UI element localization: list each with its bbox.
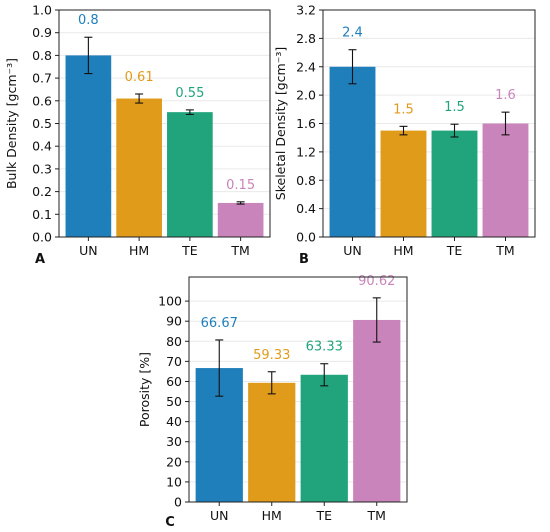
y-tick-label: 1.6 <box>296 116 316 131</box>
y-tick-label: 1.2 <box>296 144 316 159</box>
y-tick-label: 0.6 <box>32 93 52 108</box>
y-axis-label: Bulk Density [gcm⁻³] <box>4 58 19 189</box>
bar-hm <box>248 382 296 502</box>
x-tick-label-hm: HM <box>129 243 149 258</box>
y-tick-label: 0.1 <box>32 207 52 222</box>
y-tick-label: 40 <box>166 414 182 429</box>
x-tick-label-te: TE <box>315 508 332 523</box>
data-label-hm: 0.61 <box>125 70 154 85</box>
data-label-te: 63.33 <box>306 340 343 355</box>
y-tick-label: 70 <box>166 354 182 369</box>
bar-tm <box>353 319 401 502</box>
bar-te <box>300 374 348 502</box>
y-tick-label: 50 <box>166 394 182 409</box>
x-tick-label-te: TE <box>446 243 463 258</box>
y-axis-label: Skeletal Density [gcm⁻³] <box>273 47 288 200</box>
chart-panel-b: 2.4 UN 1.5 HM 1.5 TE 1.6 TM 0.0 0.4 0.8 1.2 1.6 2.0 2.… <box>273 3 536 267</box>
y-tick-label: 20 <box>166 454 182 469</box>
data-label-tm: 1.6 <box>495 88 516 103</box>
y-axis-label: Porosity [%] <box>137 352 152 427</box>
bar-un <box>329 66 376 237</box>
y-tick-label: 0.0 <box>32 230 52 245</box>
y-tick-label: 0 <box>174 495 182 510</box>
data-label-un: 0.8 <box>78 13 99 28</box>
bar-hm <box>380 130 427 237</box>
y-tick-label: 10 <box>166 474 182 489</box>
bar-te <box>431 130 478 237</box>
y-tick-label: 0.5 <box>32 116 52 131</box>
x-tick-label-te: TE <box>181 243 198 258</box>
x-tick-label-un: UN <box>343 243 362 258</box>
data-label-tm: 90.62 <box>358 274 395 289</box>
y-tick-label: 60 <box>166 374 182 389</box>
bar-te <box>167 112 213 237</box>
plot-frame <box>188 276 408 503</box>
y-tick-label: 90 <box>166 314 182 329</box>
x-tick-label-hm: HM <box>393 243 413 258</box>
data-label-te: 0.55 <box>175 86 204 101</box>
y-tick-label: 0.7 <box>32 71 52 86</box>
data-label-un: 2.4 <box>342 26 363 41</box>
x-tick-label-tm: TM <box>230 243 249 258</box>
panel-letter-c: C <box>165 515 175 530</box>
y-tick-label: 1.0 <box>32 3 52 18</box>
y-tick-label: 0.8 <box>296 173 316 188</box>
panel-letter-b: B <box>299 252 309 267</box>
y-tick-label: 0.4 <box>296 201 316 216</box>
panel-letter-a: A <box>35 252 45 267</box>
y-tick-label: 2.4 <box>296 59 316 74</box>
y-tick-label: 80 <box>166 334 182 349</box>
bar-un <box>65 55 112 238</box>
x-tick-label-un: UN <box>210 508 229 523</box>
chart-panel-a: 0.8 UN 0.61 HM 0.55 TE 0.15 TM 0.0 0.1 0.2 0.3 0.4 0.… <box>4 3 271 267</box>
x-tick-label-hm: HM <box>262 508 282 523</box>
y-tick-label: 0.3 <box>32 161 52 176</box>
bar-tm <box>217 202 264 237</box>
y-tick-label: 2.8 <box>296 31 316 46</box>
x-tick-label-tm: TM <box>367 508 386 523</box>
x-tick-label-un: UN <box>79 243 98 258</box>
y-tick-label: 0.0 <box>296 230 316 245</box>
data-label-hm: 59.33 <box>253 348 290 363</box>
bar-hm <box>116 98 162 237</box>
y-tick-label: 0.4 <box>32 139 52 154</box>
y-tick-label: 0.2 <box>32 184 52 199</box>
data-label-un: 66.67 <box>201 316 238 331</box>
data-label-tm: 0.15 <box>226 178 255 193</box>
y-tick-label: 30 <box>166 434 182 449</box>
y-tick-label: 100 <box>158 294 182 309</box>
data-label-hm: 1.5 <box>393 102 414 117</box>
bar-tm <box>482 123 529 237</box>
y-tick-label: 2.0 <box>296 88 316 103</box>
data-label-te: 1.5 <box>444 100 465 115</box>
x-tick-label-tm: TM <box>495 243 514 258</box>
y-tick-label: 0.8 <box>32 48 52 63</box>
y-tick-label: 3.2 <box>296 3 316 18</box>
y-tick-label: 0.9 <box>32 25 52 40</box>
chart-panel-c: 66.67 UN 59.33 HM 63.33 TE 90.62 TM 0 10 20 30 40 50 6… <box>137 274 408 530</box>
